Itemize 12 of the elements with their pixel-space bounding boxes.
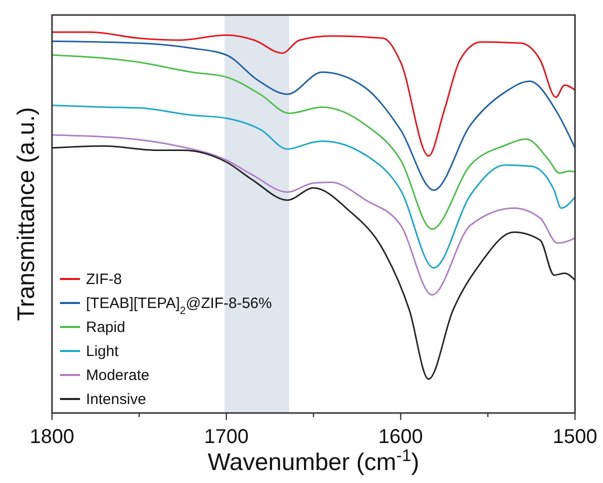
legend-label: Moderate bbox=[86, 367, 150, 384]
legend-label: Light bbox=[86, 343, 120, 360]
x-tick-label: 1700 bbox=[204, 426, 249, 448]
legend-label: [TEAB][TEPA]$_{2}$@ZIF-8-56% bbox=[86, 295, 272, 317]
x-tick-label: 1500 bbox=[552, 426, 598, 448]
y-axis-title: Transmittance (a.u.) bbox=[13, 107, 40, 321]
legend-label: Rapid bbox=[86, 319, 126, 336]
x-axis-title: Wavenumber (cm$^{-1}$) bbox=[208, 446, 420, 476]
legend-label: ZIF-8 bbox=[86, 271, 122, 288]
x-tick-label: 1600 bbox=[378, 426, 423, 448]
x-tick-label: 1800 bbox=[30, 426, 74, 448]
legend-label: Intensive bbox=[86, 391, 146, 408]
